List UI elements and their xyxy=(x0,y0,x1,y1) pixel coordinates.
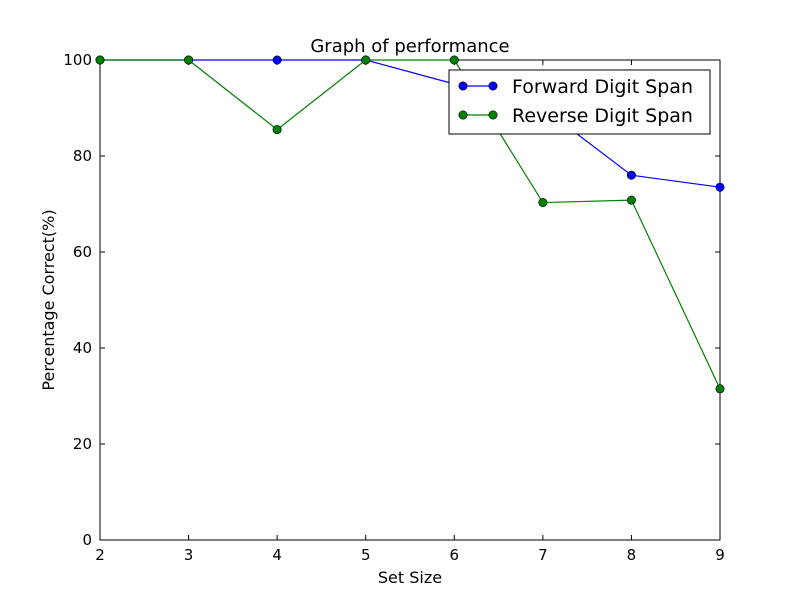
plot-area: 2 3 4 5 6 7 8 9 0 20 40 60 80 100 xyxy=(63,51,724,564)
legend-label: Forward Digit Span xyxy=(512,76,693,98)
y-tick-label: 0 xyxy=(82,531,92,549)
y-tick-label: 80 xyxy=(73,147,92,165)
series-line xyxy=(100,59,721,188)
data-point xyxy=(626,195,636,205)
y-tick-label: 20 xyxy=(73,435,92,453)
legend-marker xyxy=(488,81,498,91)
data-point xyxy=(184,55,194,65)
data-point xyxy=(272,125,282,135)
x-tick-label: 2 xyxy=(95,546,105,564)
series-line xyxy=(100,59,721,390)
y-tick-label: 40 xyxy=(73,339,92,357)
y-tick-label: 60 xyxy=(73,243,92,261)
x-tick-label: 9 xyxy=(715,546,725,564)
data-point xyxy=(361,55,371,65)
data-point xyxy=(715,384,725,394)
x-tick-label: 8 xyxy=(627,546,637,564)
data-point xyxy=(449,55,459,65)
legend-box xyxy=(448,69,711,135)
x-tick-label: 7 xyxy=(538,546,548,564)
legend: Forward Digit Span Reverse Digit Span xyxy=(448,69,711,135)
legend-label: Reverse Digit Span xyxy=(512,105,693,127)
data-point xyxy=(715,182,725,192)
data-point xyxy=(95,55,105,65)
x-axis-label: Set Size xyxy=(378,568,442,587)
legend-marker xyxy=(488,110,498,120)
series-reverse xyxy=(95,55,725,394)
y-axis-label: Percentage Correct(%) xyxy=(39,209,58,390)
data-point xyxy=(538,198,548,208)
plot-frame xyxy=(99,59,721,541)
legend-entry: Reverse Digit Span xyxy=(458,105,693,127)
chart-title: Graph of performance xyxy=(310,36,509,57)
legend-marker xyxy=(458,110,468,120)
y-tick-label: 100 xyxy=(63,51,92,69)
data-point xyxy=(626,170,636,180)
legend-marker xyxy=(458,81,468,91)
data-point xyxy=(272,55,282,65)
x-tick-label: 4 xyxy=(272,546,282,564)
x-tick-label: 3 xyxy=(184,546,194,564)
legend-entry: Forward Digit Span xyxy=(458,76,693,98)
x-tick-label: 6 xyxy=(450,546,460,564)
x-tick-label: 5 xyxy=(361,546,371,564)
